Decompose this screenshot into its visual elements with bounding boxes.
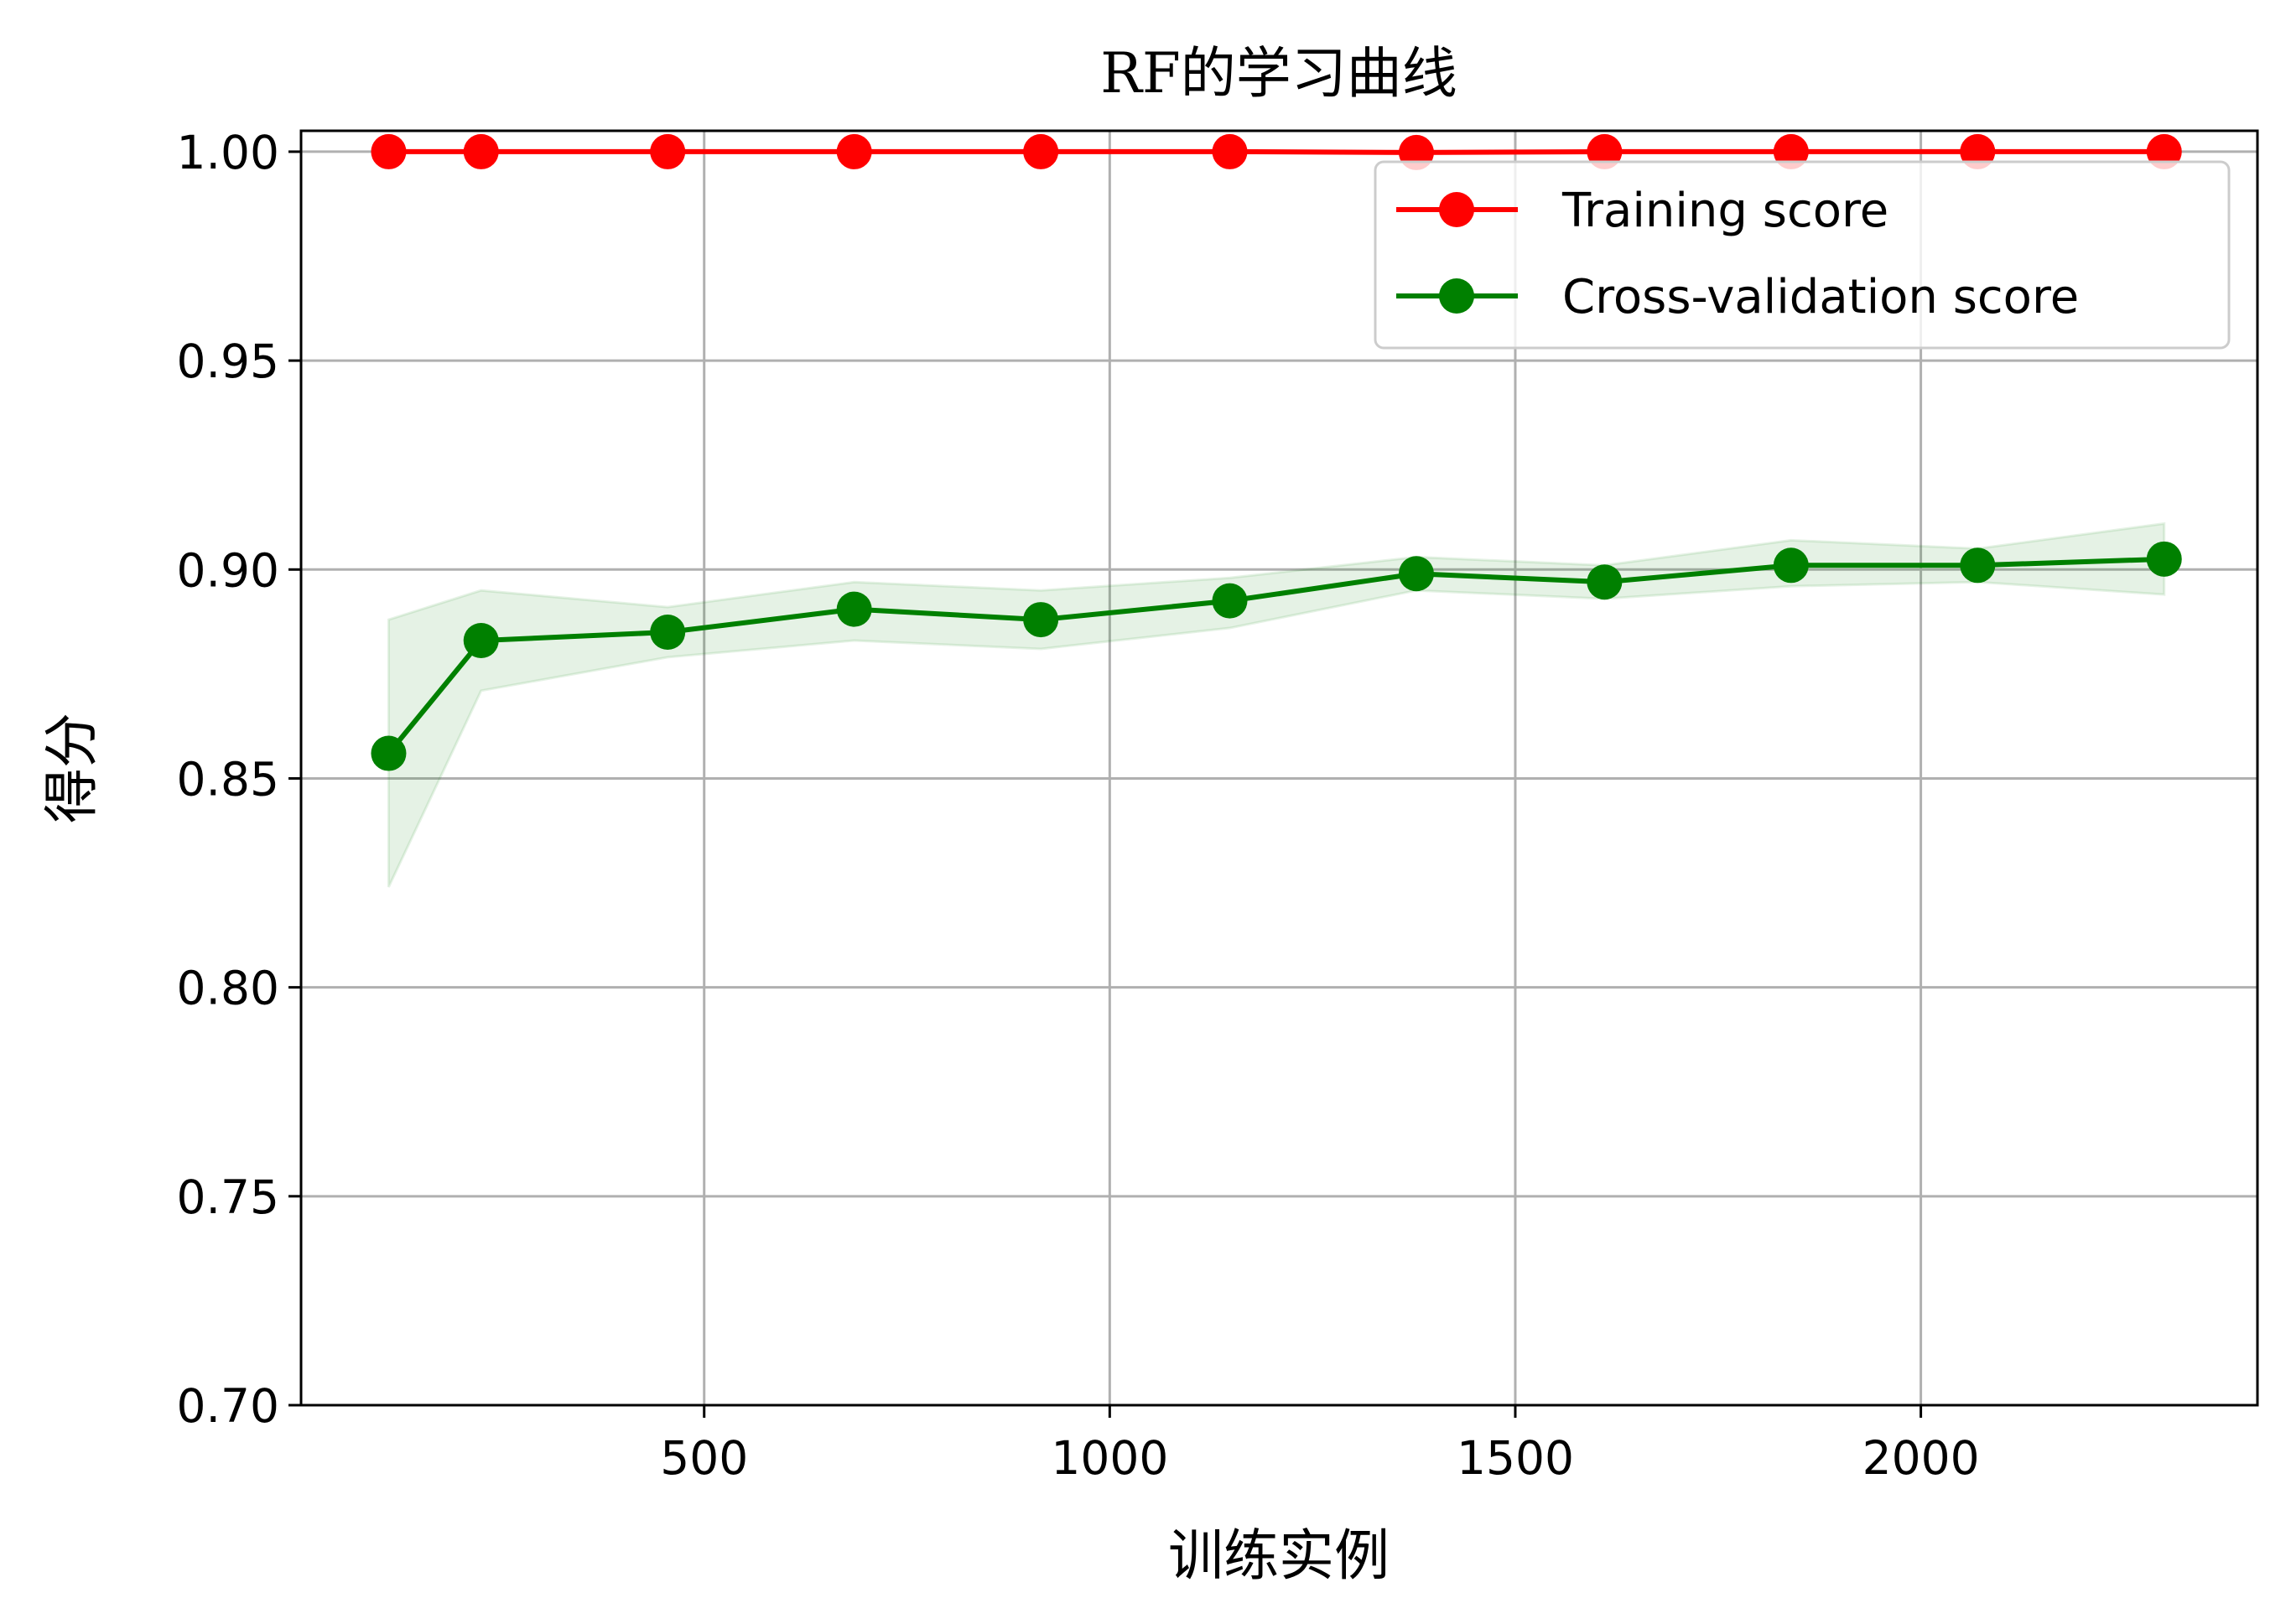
- confidence-bands: [387, 521, 2166, 888]
- plot-frame: [299, 129, 2259, 1407]
- training-score-marker: [371, 133, 407, 169]
- training-score-marker: [1023, 133, 1059, 169]
- y-axis-ticks: 0.70 0.75 0.80 0.85 0.90 0.95 1.00: [177, 126, 301, 1433]
- training-score-marker: [463, 133, 499, 169]
- x-tick-label: 1500: [1457, 1431, 1574, 1485]
- cv-score-band: [387, 521, 2166, 888]
- training-score-marker: [1212, 133, 1248, 169]
- legend: Training score Cross-validation score: [1374, 160, 2231, 350]
- legend-swatch-marker: [1439, 278, 1474, 314]
- training-score-marker: [1587, 133, 1623, 169]
- cv-score-marker: [1023, 602, 1059, 638]
- x-tick-label: 2000: [1862, 1431, 1980, 1485]
- legend-entry-cross-validation: Cross-validation score: [1396, 270, 2079, 324]
- cv-score-marker: [836, 591, 872, 627]
- data-series: [371, 133, 2182, 771]
- legend-swatch-marker: [1439, 192, 1474, 227]
- cv-score-marker: [463, 623, 499, 658]
- cv-score-marker: [1587, 564, 1623, 600]
- x-axis-ticks: 500 1000 1500 2000: [660, 1405, 1980, 1485]
- cv-score-marker: [1960, 547, 1996, 584]
- cv-score-marker: [1773, 547, 1809, 584]
- training-score-marker: [650, 133, 686, 169]
- cv-score-marker: [1212, 583, 1248, 619]
- legend-label-cross-validation: Cross-validation score: [1562, 270, 2079, 324]
- y-tick-label: 0.70: [177, 1379, 279, 1433]
- cv-score-marker: [2146, 541, 2182, 577]
- x-tick-label: 500: [660, 1431, 748, 1485]
- x-axis-label: 训练实例: [1168, 1523, 1390, 1588]
- y-tick-label: 0.75: [177, 1170, 279, 1224]
- cv-score-marker: [1398, 556, 1434, 592]
- cv-score-marker: [650, 615, 686, 651]
- y-tick-label: 0.85: [177, 752, 279, 806]
- y-tick-label: 0.80: [177, 962, 279, 1015]
- training-score-marker: [836, 133, 872, 169]
- y-axis-label: 得分: [39, 713, 104, 823]
- legend-label-training: Training score: [1561, 184, 1888, 238]
- legend-entry-training: Training score: [1396, 184, 1888, 238]
- legend-box: [1374, 160, 2231, 350]
- y-tick-label: 0.95: [177, 335, 279, 388]
- x-tick-label: 1000: [1051, 1431, 1168, 1485]
- training-score-marker: [2146, 133, 2182, 169]
- training-score-marker: [1773, 133, 1809, 169]
- chart-title: RF的学习曲线: [1100, 41, 1457, 106]
- training-score-marker: [1960, 133, 1996, 169]
- y-tick-label: 0.90: [177, 543, 279, 597]
- y-tick-label: 1.00: [177, 126, 279, 179]
- cv-score-marker: [371, 735, 407, 771]
